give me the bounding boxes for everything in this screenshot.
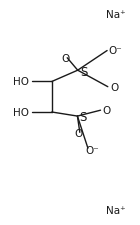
- Text: Na⁺: Na⁺: [106, 10, 126, 20]
- Text: HO: HO: [13, 77, 29, 87]
- Text: S: S: [79, 110, 86, 124]
- Text: O⁻: O⁻: [86, 146, 99, 156]
- Text: S: S: [80, 65, 88, 79]
- Text: Na⁺: Na⁺: [106, 205, 126, 215]
- Text: O: O: [102, 105, 110, 115]
- Text: O: O: [111, 83, 119, 93]
- Text: O⁻: O⁻: [108, 46, 122, 56]
- Text: O: O: [61, 54, 69, 63]
- Text: HO: HO: [13, 108, 29, 117]
- Text: O: O: [74, 129, 82, 139]
